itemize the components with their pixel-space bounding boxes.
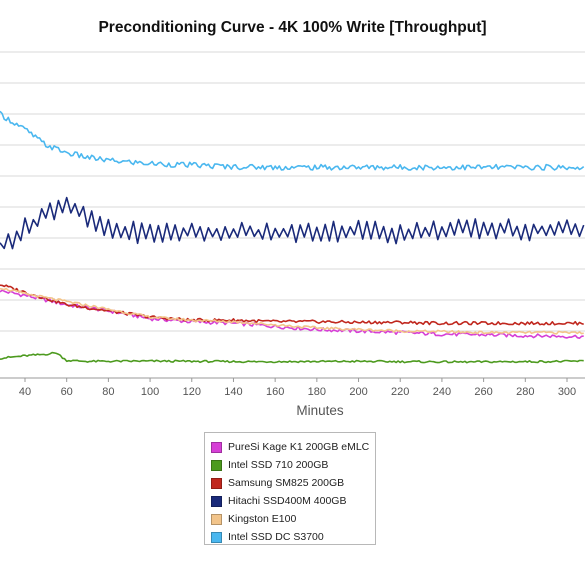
legend-label: PureSi Kage K1 200GB eMLC (228, 441, 370, 453)
x-tick-label: 260 (474, 386, 492, 398)
legend-label: Kingston E100 (228, 513, 297, 525)
series-line (0, 196, 585, 250)
x-tick-label: 40 (19, 386, 31, 398)
chart-title: Preconditioning Curve - 4K 100% Write [T… (98, 19, 487, 36)
x-tick-label: 80 (102, 386, 114, 398)
legend-swatch (211, 531, 222, 543)
legend-swatch (211, 513, 222, 525)
x-tick-label: 280 (516, 386, 534, 398)
series-line (0, 284, 584, 326)
x-tick-label: 180 (308, 386, 326, 398)
series-line (0, 110, 585, 171)
legend-item: Intel SSD DC S3700 (211, 528, 375, 546)
legend-item: PureSi Kage K1 200GB eMLC (211, 438, 375, 456)
legend-swatch (211, 495, 222, 507)
legend-swatch (211, 477, 222, 489)
legend-swatch (211, 459, 222, 471)
x-tick-label: 160 (266, 386, 284, 398)
x-tick-label: 220 (391, 386, 409, 398)
legend-label: Samsung SM825 200GB (228, 477, 345, 489)
legend-item: Intel SSD 710 200GB (211, 456, 375, 474)
x-axis-title: Minutes (296, 403, 344, 418)
x-tick-label: 60 (61, 386, 73, 398)
x-tick-label: 200 (349, 386, 367, 398)
legend-label: Intel SSD DC S3700 (228, 531, 324, 543)
legend-swatch (211, 441, 222, 453)
legend-item: Samsung SM825 200GB (211, 474, 375, 492)
series-line (0, 351, 584, 364)
legend-item: Hitachi SSD400M 400GB (211, 492, 375, 510)
line-chart-plot: 40 60 80 100 120 140 160 180 200 220 240 260 280 300 (0, 51, 585, 398)
x-tick-label: 100 (141, 386, 159, 398)
x-tick-label: 120 (183, 386, 201, 398)
series-line (0, 287, 584, 335)
x-tick-label: 140 (224, 386, 242, 398)
legend-item: Kingston E100 (211, 510, 375, 528)
x-tick-label: 300 (558, 386, 576, 398)
x-tick-label: 240 (433, 386, 451, 398)
chart-legend: PureSi Kage K1 200GB eMLC Intel SSD 710 2… (204, 432, 376, 545)
legend-label: Intel SSD 710 200GB (228, 459, 329, 471)
legend-label: Hitachi SSD400M 400GB (228, 495, 347, 507)
